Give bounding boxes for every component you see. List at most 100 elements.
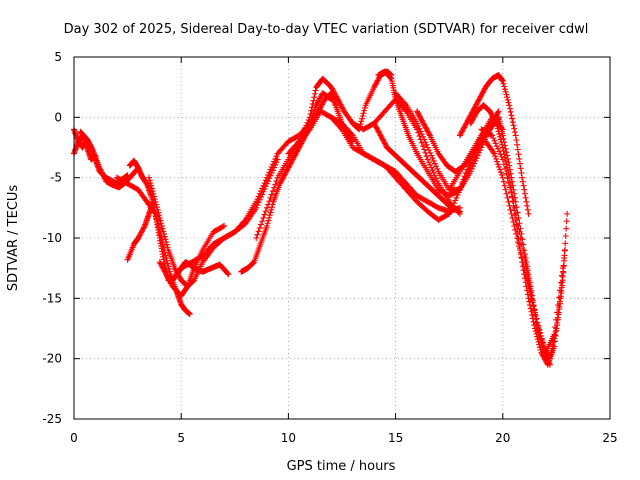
- data-point: [521, 186, 528, 193]
- data-point: [268, 206, 275, 213]
- data-point: [359, 112, 366, 119]
- data-point: [295, 145, 302, 152]
- data-point: [538, 336, 545, 343]
- data-series: [375, 68, 496, 199]
- data-point: [526, 287, 533, 294]
- data-point: [498, 139, 505, 146]
- data-point: [534, 333, 541, 340]
- data-series: [126, 157, 232, 284]
- data-point: [263, 222, 270, 229]
- data-point: [461, 176, 468, 183]
- data-point: [221, 222, 228, 229]
- data-point: [318, 101, 325, 108]
- data-point: [529, 312, 536, 319]
- data-point: [265, 171, 272, 178]
- data-point: [530, 303, 537, 310]
- data-point: [486, 108, 493, 115]
- data-point: [414, 109, 421, 116]
- data-point: [331, 90, 338, 97]
- data-point: [305, 127, 312, 134]
- data-point: [348, 131, 355, 138]
- data-point: [494, 123, 501, 130]
- data-point: [553, 316, 560, 323]
- data-point: [471, 113, 478, 120]
- data-point: [267, 209, 274, 216]
- data-point: [477, 93, 484, 100]
- data-point: [503, 91, 510, 98]
- data-series: [349, 96, 463, 217]
- data-point: [471, 104, 478, 111]
- data-point: [533, 315, 540, 322]
- data-point: [429, 167, 436, 174]
- data-point: [431, 160, 438, 167]
- data-point: [161, 268, 168, 275]
- data-point: [489, 132, 496, 139]
- data-point: [141, 224, 148, 231]
- data-point: [86, 140, 93, 147]
- data-point: [290, 155, 297, 162]
- data-point: [535, 322, 542, 329]
- data-point: [155, 209, 162, 216]
- data-point: [425, 129, 432, 136]
- data-point: [279, 175, 286, 182]
- data-point: [509, 194, 516, 201]
- data-point: [241, 218, 248, 225]
- data-point: [521, 190, 528, 197]
- data-point: [373, 124, 380, 131]
- data-point: [500, 178, 507, 185]
- data-point: [520, 263, 527, 270]
- data-point: [519, 259, 526, 266]
- data-point: [499, 174, 506, 181]
- data-point: [422, 124, 429, 131]
- y-tick-label: -10: [42, 231, 62, 245]
- data-point: [501, 83, 508, 90]
- data-point: [529, 299, 536, 306]
- data-point: [163, 239, 170, 246]
- data-point: [320, 98, 327, 105]
- data-point: [551, 331, 558, 338]
- data-point: [539, 352, 546, 359]
- data-point: [421, 146, 428, 153]
- data-point: [537, 332, 544, 339]
- data-point: [528, 308, 535, 315]
- data-point: [328, 85, 335, 92]
- data-point: [258, 188, 265, 195]
- data-point: [271, 184, 278, 191]
- data-point: [306, 114, 313, 121]
- data-point: [490, 135, 497, 142]
- data-point: [490, 115, 497, 122]
- data-point: [510, 198, 517, 205]
- data-point: [499, 132, 506, 139]
- data-point: [515, 151, 522, 158]
- data-point: [511, 222, 518, 229]
- data-point: [334, 96, 341, 103]
- data-point: [516, 247, 523, 254]
- data-point: [157, 260, 164, 267]
- data-point: [506, 102, 513, 109]
- data-point: [494, 158, 501, 165]
- data-point: [493, 155, 500, 162]
- data-point: [160, 228, 167, 235]
- data-point: [224, 270, 231, 277]
- data-point: [371, 84, 378, 91]
- data-point: [168, 280, 175, 287]
- data-point: [433, 175, 440, 182]
- data-point: [319, 100, 326, 107]
- data-point: [506, 105, 513, 112]
- data-point: [380, 137, 387, 144]
- data-point: [272, 181, 279, 188]
- data-point: [469, 116, 476, 123]
- data-point: [494, 109, 501, 116]
- data-point: [520, 241, 527, 248]
- data-point: [286, 161, 293, 168]
- data-point: [402, 100, 409, 107]
- data-point: [162, 269, 169, 276]
- data-point: [540, 353, 547, 360]
- data-point: [502, 88, 509, 95]
- data-point: [166, 265, 173, 272]
- data-point: [377, 132, 384, 139]
- data-point: [317, 94, 324, 101]
- data-point: [525, 210, 532, 217]
- data-point: [537, 346, 544, 353]
- data-point: [250, 259, 257, 266]
